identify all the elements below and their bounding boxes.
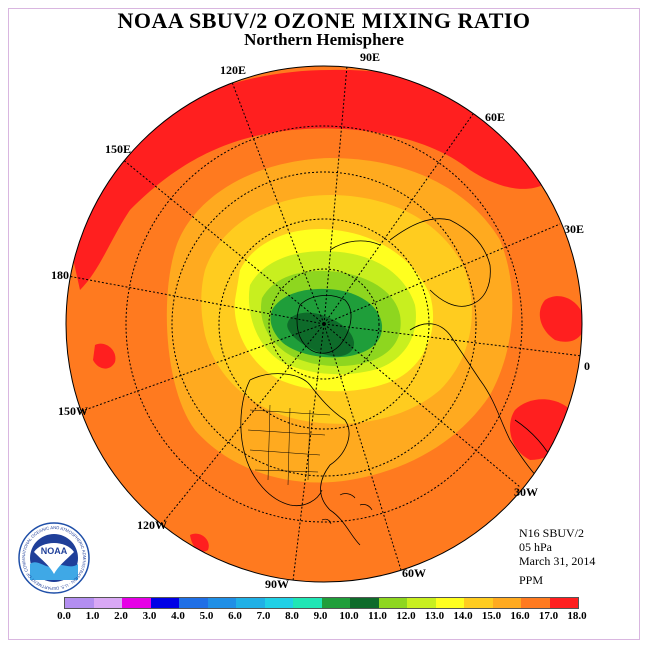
colorbar-tick-label: 0.0 [57,610,71,622]
colorbar-tick-label: 9.0 [313,610,328,622]
field-red-north [66,69,560,290]
lon-label-150w: 150W [58,404,88,418]
colorbar-swatch [492,598,521,608]
logo-center-text: NOAA [41,546,68,556]
info-block: N16 SBUV/2 05 hPa March 31, 2014 [519,526,595,568]
colorbar-swatch [264,598,293,608]
colorbar-tick-label: 10.0 [339,610,359,622]
colorbar-swatch [293,598,322,608]
europe-coast [409,323,541,481]
noaa-logo: NOAA NATIONAL OCEANIC AND ATMOSPHERIC AD… [18,522,90,594]
colorbar-swatch [549,598,578,608]
colorbar-tick-label: 12.0 [396,610,416,622]
coastlines [240,218,563,546]
colorbar-tick-label: 1.0 [85,610,100,622]
colorbar-swatch [407,598,436,608]
lon-label-60e: 60E [485,110,506,124]
units-label: PPM [519,573,544,587]
colorbar-swatch [65,598,94,608]
info-level: 05 hPa [519,540,552,554]
colorbar-tick-label: 11.0 [368,610,387,622]
map-boundary [65,65,583,583]
us-states-grid [247,404,331,486]
lon-label-120e: 120E [220,63,247,77]
lon-label-0: 0 [584,359,590,373]
field-red-east [539,296,582,342]
colorbar-tick-label: 7.0 [256,610,271,622]
lon-label-30e: 30E [564,222,585,236]
caribbean-islands [321,493,373,525]
colorbar-swatch [179,598,208,608]
greenland-coast [296,295,352,354]
colorbar-tick-label: 8.0 [285,610,299,622]
colorbar-tick-label: 4.0 [171,610,185,622]
info-satellite: N16 SBUV/2 [519,526,585,540]
colorbar-swatch [93,598,122,608]
map-title: NOAA SBUV/2 OZONE MIXING RATIO [117,8,531,33]
field-red-west [93,343,116,369]
lon-label-180: 180 [51,268,69,282]
colorbar-swatch [350,598,379,608]
colorbar-swatch [321,598,350,608]
colorbar-tick-label: 17.0 [538,610,559,622]
colorbar-tick-label: 2.0 [114,610,128,622]
colorbar [64,597,579,609]
colorbar-swatch [150,598,179,608]
field-red-southeast [510,399,575,460]
lon-label-60w: 60W [402,566,426,580]
asia-coast [329,218,491,307]
map-subtitle: Northern Hemisphere [244,30,404,49]
colorbar-tick-label: 6.0 [228,610,242,622]
lon-label-30w: 30W [514,485,538,499]
info-date: March 31, 2014 [519,554,596,568]
lon-label-120w: 120W [137,518,167,532]
colorbar-swatch [464,598,493,608]
colorbar-swatch [207,598,236,608]
lon-label-90w: 90W [265,577,289,591]
field-polar-core [287,312,355,357]
colorbar-tick-label: 16.0 [510,610,530,622]
colorbar-tick-label: 15.0 [481,610,502,622]
colorbar-tick-label: 18.0 [567,610,587,622]
colorbar-swatch [122,598,151,608]
colorbar-tick-label: 14.0 [453,610,473,622]
colorbar-swatch [378,598,407,608]
figure-frame [8,8,640,640]
colorbar-tick-label: 3.0 [142,610,157,622]
lon-label-90e: 90E [360,50,381,64]
field-red-south [190,533,209,552]
graticule [67,66,582,582]
colorbar-swatch [435,598,464,608]
colorbar-tick-label: 13.0 [424,610,445,622]
colorbar-swatch [236,598,265,608]
colorbar-swatch [521,598,550,608]
colorbar-tick-label: 5.0 [199,610,214,622]
lon-label-150e: 150E [105,142,132,156]
north-america-coast [240,373,361,546]
